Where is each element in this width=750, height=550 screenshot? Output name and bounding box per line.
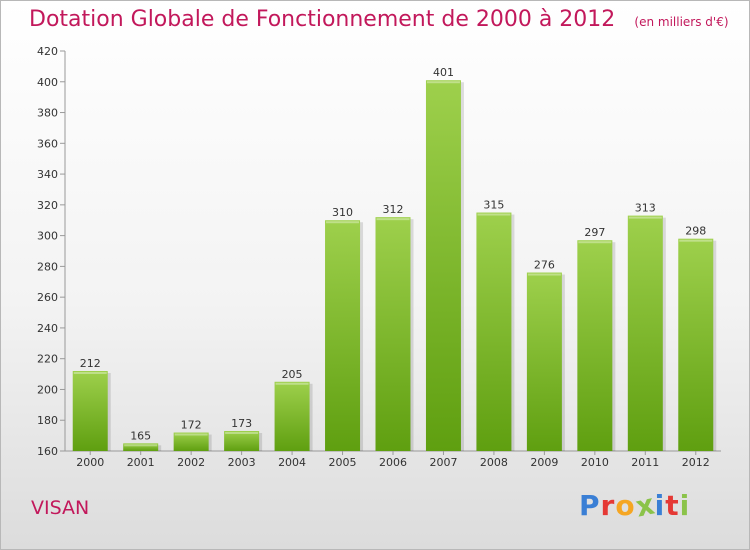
logo-letter: P bbox=[579, 489, 601, 522]
logo-letter: o bbox=[615, 489, 636, 522]
bar bbox=[274, 381, 310, 451]
data-label: 298 bbox=[685, 225, 706, 238]
data-label: 312 bbox=[383, 203, 404, 216]
x-tick-label: 2005 bbox=[329, 456, 357, 469]
data-label: 297 bbox=[584, 226, 605, 239]
bar bbox=[72, 371, 108, 451]
x-tick-label: 2000 bbox=[76, 456, 104, 469]
bar bbox=[526, 272, 562, 451]
proxiti-logo: Proxiti bbox=[579, 487, 691, 523]
bar-highlight bbox=[124, 444, 158, 447]
logo-letter: t bbox=[665, 489, 680, 522]
city-name: VISAN bbox=[31, 497, 90, 519]
bar-highlight bbox=[174, 433, 208, 436]
data-label: 165 bbox=[130, 429, 151, 442]
logo-letter: i bbox=[654, 489, 666, 522]
x-tick-label: 2006 bbox=[379, 456, 407, 469]
bar-highlight bbox=[426, 81, 460, 84]
x-tick-label: 2003 bbox=[228, 456, 256, 469]
bar bbox=[173, 432, 209, 451]
bar-highlight bbox=[477, 213, 511, 216]
y-tick-label: 180 bbox=[37, 414, 58, 427]
bar bbox=[224, 431, 260, 451]
y-tick-label: 160 bbox=[37, 445, 58, 458]
x-tick-label: 2009 bbox=[530, 456, 558, 469]
x-tick-label: 2001 bbox=[127, 456, 155, 469]
chart-subtitle: (en milliers d'€) bbox=[634, 15, 729, 29]
data-label: 212 bbox=[80, 357, 101, 370]
data-label: 401 bbox=[433, 66, 454, 79]
y-tick-label: 420 bbox=[37, 45, 58, 58]
y-tick-label: 300 bbox=[37, 230, 58, 243]
y-tick-label: 240 bbox=[37, 322, 58, 335]
data-label: 313 bbox=[635, 202, 656, 215]
y-tick-label: 360 bbox=[37, 137, 58, 150]
data-label: 173 bbox=[231, 417, 252, 430]
y-tick-label: 400 bbox=[37, 76, 58, 89]
bar-highlight bbox=[73, 372, 107, 374]
bar-highlight bbox=[578, 241, 612, 244]
y-tick-label: 380 bbox=[37, 107, 58, 120]
bar bbox=[425, 80, 461, 451]
logo-letter: r bbox=[600, 489, 616, 522]
y-tick-label: 200 bbox=[37, 383, 58, 396]
y-tick-label: 340 bbox=[37, 168, 58, 181]
bar bbox=[678, 238, 714, 451]
bar-highlight bbox=[628, 216, 662, 219]
x-tick-label: 2012 bbox=[682, 456, 710, 469]
data-label: 276 bbox=[534, 259, 555, 272]
x-tick-label: 2004 bbox=[278, 456, 306, 469]
x-tick-label: 2011 bbox=[631, 456, 659, 469]
chart-title-block: Dotation Globale de Fonctionnement de 20… bbox=[29, 7, 729, 32]
bar bbox=[123, 443, 159, 451]
bar-chart: 160 180 200 220 240 260 280 300 320 340 360 380 400 4… bbox=[37, 45, 721, 469]
y-tick-label: 220 bbox=[37, 353, 58, 366]
bar-highlight bbox=[225, 432, 259, 434]
x-tick-label: 2010 bbox=[581, 456, 609, 469]
x-tick-label: 2007 bbox=[429, 456, 457, 469]
y-tick-label: 320 bbox=[37, 199, 58, 212]
x-tick-label: 2008 bbox=[480, 456, 508, 469]
bar bbox=[325, 220, 361, 451]
data-label: 315 bbox=[483, 199, 504, 212]
bar bbox=[627, 215, 663, 451]
chart-title: Dotation Globale de Fonctionnement de 20… bbox=[29, 7, 616, 32]
bar bbox=[577, 240, 613, 451]
data-label: 310 bbox=[332, 206, 353, 219]
bar-highlight bbox=[326, 221, 360, 224]
y-tick-label: 280 bbox=[37, 260, 58, 273]
y-tick-label: 260 bbox=[37, 291, 58, 304]
data-label: 172 bbox=[181, 419, 202, 432]
bar-highlight bbox=[275, 382, 309, 385]
data-label: 205 bbox=[282, 368, 303, 381]
bar bbox=[476, 212, 512, 451]
bar-highlight bbox=[527, 273, 561, 276]
bar-highlight bbox=[679, 239, 713, 242]
bar-highlight bbox=[376, 218, 410, 221]
x-tick-label: 2002 bbox=[177, 456, 205, 469]
bar bbox=[375, 217, 411, 451]
logo-letter: i bbox=[679, 489, 691, 522]
